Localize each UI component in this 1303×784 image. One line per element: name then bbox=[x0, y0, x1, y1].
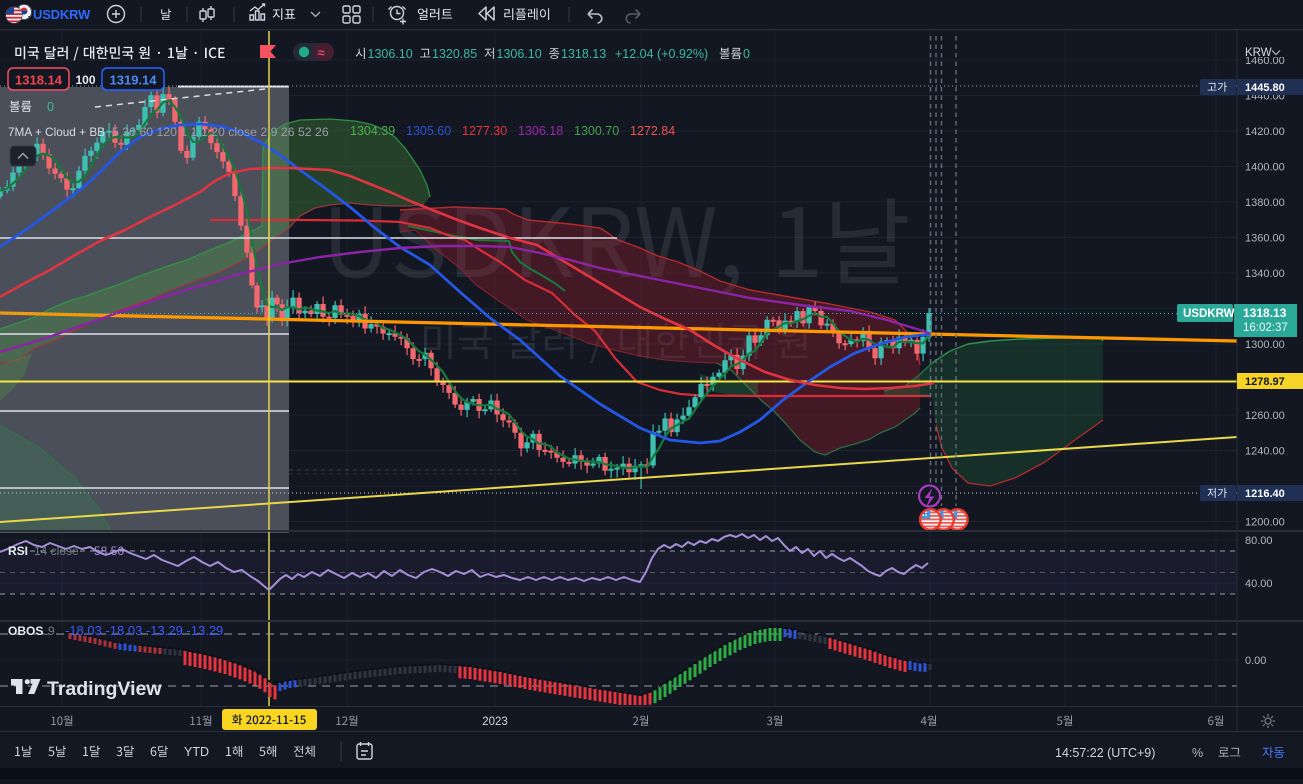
svg-text:1306.10: 1306.10 bbox=[497, 47, 542, 61]
svg-text:1318.14: 1318.14 bbox=[15, 73, 63, 88]
svg-text:USDKRW: USDKRW bbox=[33, 7, 91, 22]
svg-text:1277.30: 1277.30 bbox=[462, 124, 507, 138]
svg-text:1306.10: 1306.10 bbox=[368, 47, 413, 61]
svg-text:1306.18: 1306.18 bbox=[518, 124, 563, 138]
svg-text:58.56: 58.56 bbox=[94, 544, 124, 558]
svg-text:1260.00: 1260.00 bbox=[1245, 410, 1285, 422]
svg-text:≈: ≈ bbox=[318, 45, 325, 60]
svg-text:1400.00: 1400.00 bbox=[1245, 162, 1285, 174]
svg-text:1278.97: 1278.97 bbox=[1245, 376, 1285, 388]
svg-text:1445.80: 1445.80 bbox=[1245, 82, 1285, 94]
svg-text:1360.00: 1360.00 bbox=[1245, 233, 1285, 245]
svg-text:1460.00: 1460.00 bbox=[1245, 55, 1285, 67]
svg-text:OBOS: OBOS bbox=[8, 624, 43, 638]
svg-text:16:02:37: 16:02:37 bbox=[1243, 322, 1288, 334]
svg-text:1340.00: 1340.00 bbox=[1245, 268, 1285, 280]
svg-text:80.00: 80.00 bbox=[1245, 535, 1273, 547]
svg-text:KRW: KRW bbox=[1245, 47, 1272, 59]
svg-text:0: 0 bbox=[743, 47, 750, 61]
svg-text:40.00: 40.00 bbox=[1245, 578, 1273, 590]
svg-text:2023: 2023 bbox=[482, 716, 508, 728]
svg-text:-18.03 -18.03 -13.29 -13.29: -18.03 -18.03 -13.29 -13.29 bbox=[65, 623, 223, 638]
svg-text:0: 0 bbox=[47, 100, 54, 114]
svg-text:1305.60: 1305.60 bbox=[406, 124, 451, 138]
svg-text:1320.85: 1320.85 bbox=[432, 47, 477, 61]
svg-text:14:57:22 (UTC+9): 14:57:22 (UTC+9) bbox=[1055, 746, 1155, 760]
svg-text:+12.04 (+0.92%): +12.04 (+0.92%) bbox=[615, 47, 708, 61]
svg-text:1240.00: 1240.00 bbox=[1245, 446, 1285, 458]
svg-text:1216.40: 1216.40 bbox=[1245, 488, 1285, 500]
svg-text:1272.84: 1272.84 bbox=[630, 124, 675, 138]
svg-text:1300.00: 1300.00 bbox=[1245, 339, 1285, 351]
svg-text:%: % bbox=[1192, 746, 1203, 760]
svg-text:100: 100 bbox=[75, 73, 95, 87]
svg-text:1420.00: 1420.00 bbox=[1245, 126, 1285, 138]
svg-text:1300.70: 1300.70 bbox=[574, 124, 619, 138]
svg-text:1318.13: 1318.13 bbox=[561, 47, 606, 61]
svg-text:7MA + Cloud + BB: 7MA + Cloud + BB bbox=[8, 125, 105, 139]
svg-text:RSI: RSI bbox=[8, 544, 28, 558]
svg-text:USDKRW: USDKRW bbox=[1183, 308, 1235, 320]
svg-text:1319.14: 1319.14 bbox=[110, 73, 158, 88]
svg-text:1304.39: 1304.39 bbox=[350, 124, 395, 138]
svg-text:1318.13: 1318.13 bbox=[1243, 306, 1287, 320]
svg-text:0.00: 0.00 bbox=[1245, 655, 1266, 667]
svg-text:TradingView: TradingView bbox=[47, 678, 162, 700]
svg-text:9: 9 bbox=[48, 624, 55, 638]
svg-text:1200.00: 1200.00 bbox=[1245, 517, 1285, 529]
svg-text:5 30 60 120 1 1 1 20 close 2 9: 5 30 60 120 1 1 1 20 close 2 9 26 52 26 bbox=[112, 125, 329, 139]
svg-text:YTD: YTD bbox=[184, 745, 209, 759]
svg-text:14 close: 14 close bbox=[34, 544, 79, 558]
svg-text:1380.00: 1380.00 bbox=[1245, 197, 1285, 209]
